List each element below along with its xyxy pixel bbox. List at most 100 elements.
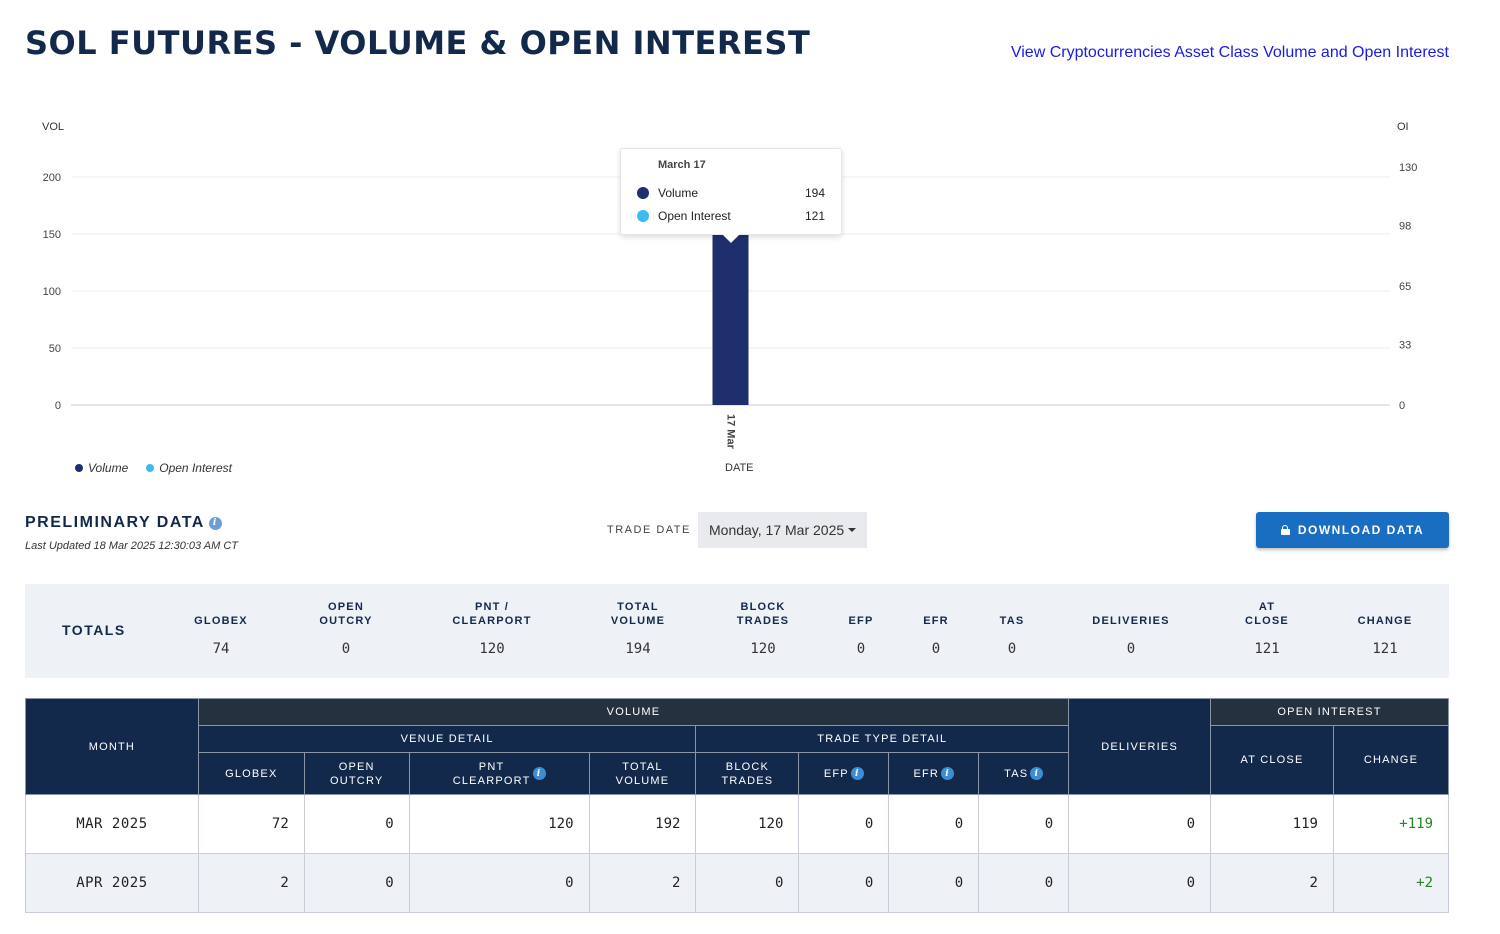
totals-col-total-volume: TOTAL VOLUME 194 [611, 584, 665, 678]
cell-block-trades: 120 [695, 794, 800, 854]
trade-date-select[interactable]: Monday, 17 Mar 2025 [698, 512, 867, 548]
col-header-label: EFR [913, 767, 940, 780]
cell-tas: 0 [978, 794, 1070, 854]
y-tick-right: 130 [1399, 162, 1417, 174]
trade-date-value: Monday, 17 Mar 2025 [709, 522, 845, 538]
cell-total-volume: 2 [588, 853, 697, 913]
group-header-venue-detail: VENUE DETAIL [197, 725, 697, 753]
y-tick-right: 98 [1399, 221, 1411, 233]
totals-head: TOTAL VOLUME [610, 601, 666, 627]
totals-value: 0 [931, 641, 941, 657]
totals-col-efr: EFR 0 [923, 584, 949, 678]
cell-block-trades: 0 [695, 853, 800, 913]
cell-change: +119 [1332, 794, 1450, 854]
info-icon[interactable]: i [1030, 767, 1044, 780]
cell-at-close: 2 [1210, 853, 1334, 913]
totals-bar: TOTALS GLOBEX 74 OPEN OUTCRY 0 PNT / CLEAR… [25, 584, 1449, 678]
totals-col-efp: EFP 0 [849, 584, 874, 678]
col-header-efp[interactable]: EFP i [798, 752, 890, 795]
preliminary-data-title: PRELIMINARY DATA i [25, 514, 222, 532]
asset-class-link[interactable]: View Cryptocurrencies Asset Class Volume… [1010, 44, 1449, 61]
totals-head: CHANGE [1357, 615, 1413, 627]
totals-head: OPEN OUTCRY [319, 601, 373, 627]
col-header-globex[interactable]: GLOBEX [197, 752, 305, 795]
info-icon[interactable]: i [850, 767, 864, 780]
x-tick-label: 17 Mar [725, 414, 737, 450]
oi-dot-icon [637, 209, 649, 222]
col-header-pnt-clearport[interactable]: PNT CLEARPORT i [408, 752, 590, 795]
tooltip-row-value: 121 [804, 208, 825, 223]
group-header-open-interest: OPEN INTEREST [1210, 698, 1449, 726]
legend-item-volume[interactable]: Volume [75, 461, 128, 475]
y-tick-right: 0 [1399, 400, 1405, 412]
y-tick-left: 0 [55, 400, 61, 412]
col-header-month[interactable]: MONTH [25, 698, 199, 795]
totals-value: 121 [1254, 641, 1280, 657]
col-header-open-outcry[interactable]: OPEN OUTCRY [303, 752, 410, 795]
totals-col-tas: TAS 0 [1000, 584, 1025, 678]
tooltip-title: March 17 [658, 159, 706, 171]
totals-value: 74 [212, 641, 230, 657]
col-header-deliveries[interactable]: DELIVERIES [1068, 698, 1212, 795]
legend-item-open-interest[interactable]: Open Interest [146, 461, 232, 475]
totals-head: PNT / CLEARPORT [452, 601, 532, 627]
totals-head: TAS [999, 615, 1025, 627]
tooltip-row-volume: Volume 194 [637, 181, 825, 204]
legend-label: Open Interest [159, 461, 232, 475]
download-data-button[interactable]: DOWNLOAD DATA [1256, 512, 1449, 548]
last-updated: Last Updated 18 Mar 2025 12:30:03 AM CT [25, 540, 238, 552]
cell-at-close: 119 [1210, 794, 1334, 854]
cell-open-outcry: 0 [303, 794, 410, 854]
col-header-label: EFP [823, 767, 849, 780]
y-tick-left: 200 [43, 172, 61, 184]
cell-month: MAR 2025 [25, 794, 199, 854]
x-axis-label: DATE [725, 462, 754, 474]
tooltip-row-name: Open Interest [658, 208, 731, 223]
totals-head: DELIVERIES [1092, 615, 1170, 627]
cell-change: +2 [1332, 853, 1450, 913]
col-header-change[interactable]: CHANGE [1332, 725, 1450, 795]
cell-pnt-clearport: 0 [408, 853, 590, 913]
totals-head: AT CLOSE [1245, 601, 1289, 627]
cell-total-volume: 192 [588, 794, 697, 854]
cell-pnt-clearport: 120 [408, 794, 590, 854]
totals-value: 121 [1372, 641, 1398, 657]
info-icon[interactable]: i [532, 767, 546, 780]
col-header-efr[interactable]: EFR i [888, 752, 980, 795]
y-tick-right: 33 [1399, 340, 1411, 352]
totals-value: 0 [341, 641, 351, 657]
totals-value: 120 [750, 641, 776, 657]
volume-table: MONTH VOLUME DELIVERIES OPEN INTEREST VE… [25, 698, 1450, 913]
totals-value: 0 [1126, 641, 1136, 657]
trade-date-label: TRADE DATE [607, 524, 691, 536]
col-header-total-volume[interactable]: TOTAL VOLUME [588, 752, 697, 795]
totals-col-change: CHANGE 121 [1358, 584, 1413, 678]
cell-deliveries: 0 [1068, 853, 1212, 913]
col-header-label: TAS [1004, 767, 1029, 780]
totals-col-pnt-clearport: PNT / CLEARPORT 120 [452, 584, 531, 678]
totals-head: EFP [848, 615, 874, 627]
totals-value: 0 [1007, 641, 1017, 657]
group-header-volume: VOLUME [197, 698, 1070, 726]
totals-head: GLOBEX [194, 615, 248, 627]
col-header-label: PNT CLEARPORT [452, 760, 531, 787]
group-header-trade-type-detail: TRADE TYPE DETAIL [695, 725, 1070, 753]
col-header-tas[interactable]: TAS i [978, 752, 1070, 795]
totals-col-globex: GLOBEX 74 [194, 584, 248, 678]
totals-head: EFR [923, 615, 949, 627]
cell-globex: 72 [197, 794, 305, 854]
preliminary-title-text: PRELIMINARY DATA [25, 514, 205, 531]
chart-legend: Volume Open Interest [75, 461, 232, 475]
totals-col-deliveries: DELIVERIES 0 [1092, 584, 1169, 678]
cell-month: APR 2025 [25, 853, 199, 913]
cell-globex: 2 [197, 853, 305, 913]
chart-tooltip: March 17 Volume 194 Open Interest 121 [620, 148, 842, 243]
totals-value: 120 [479, 641, 505, 657]
col-header-at-close[interactable]: AT CLOSE [1210, 725, 1334, 795]
lock-icon [1280, 525, 1290, 535]
col-header-block-trades[interactable]: BLOCK TRADES [695, 752, 800, 795]
y-tick-right: 65 [1399, 281, 1411, 293]
info-icon[interactable]: i [208, 516, 222, 530]
info-icon[interactable]: i [941, 767, 955, 780]
caret-down-icon [848, 528, 857, 532]
